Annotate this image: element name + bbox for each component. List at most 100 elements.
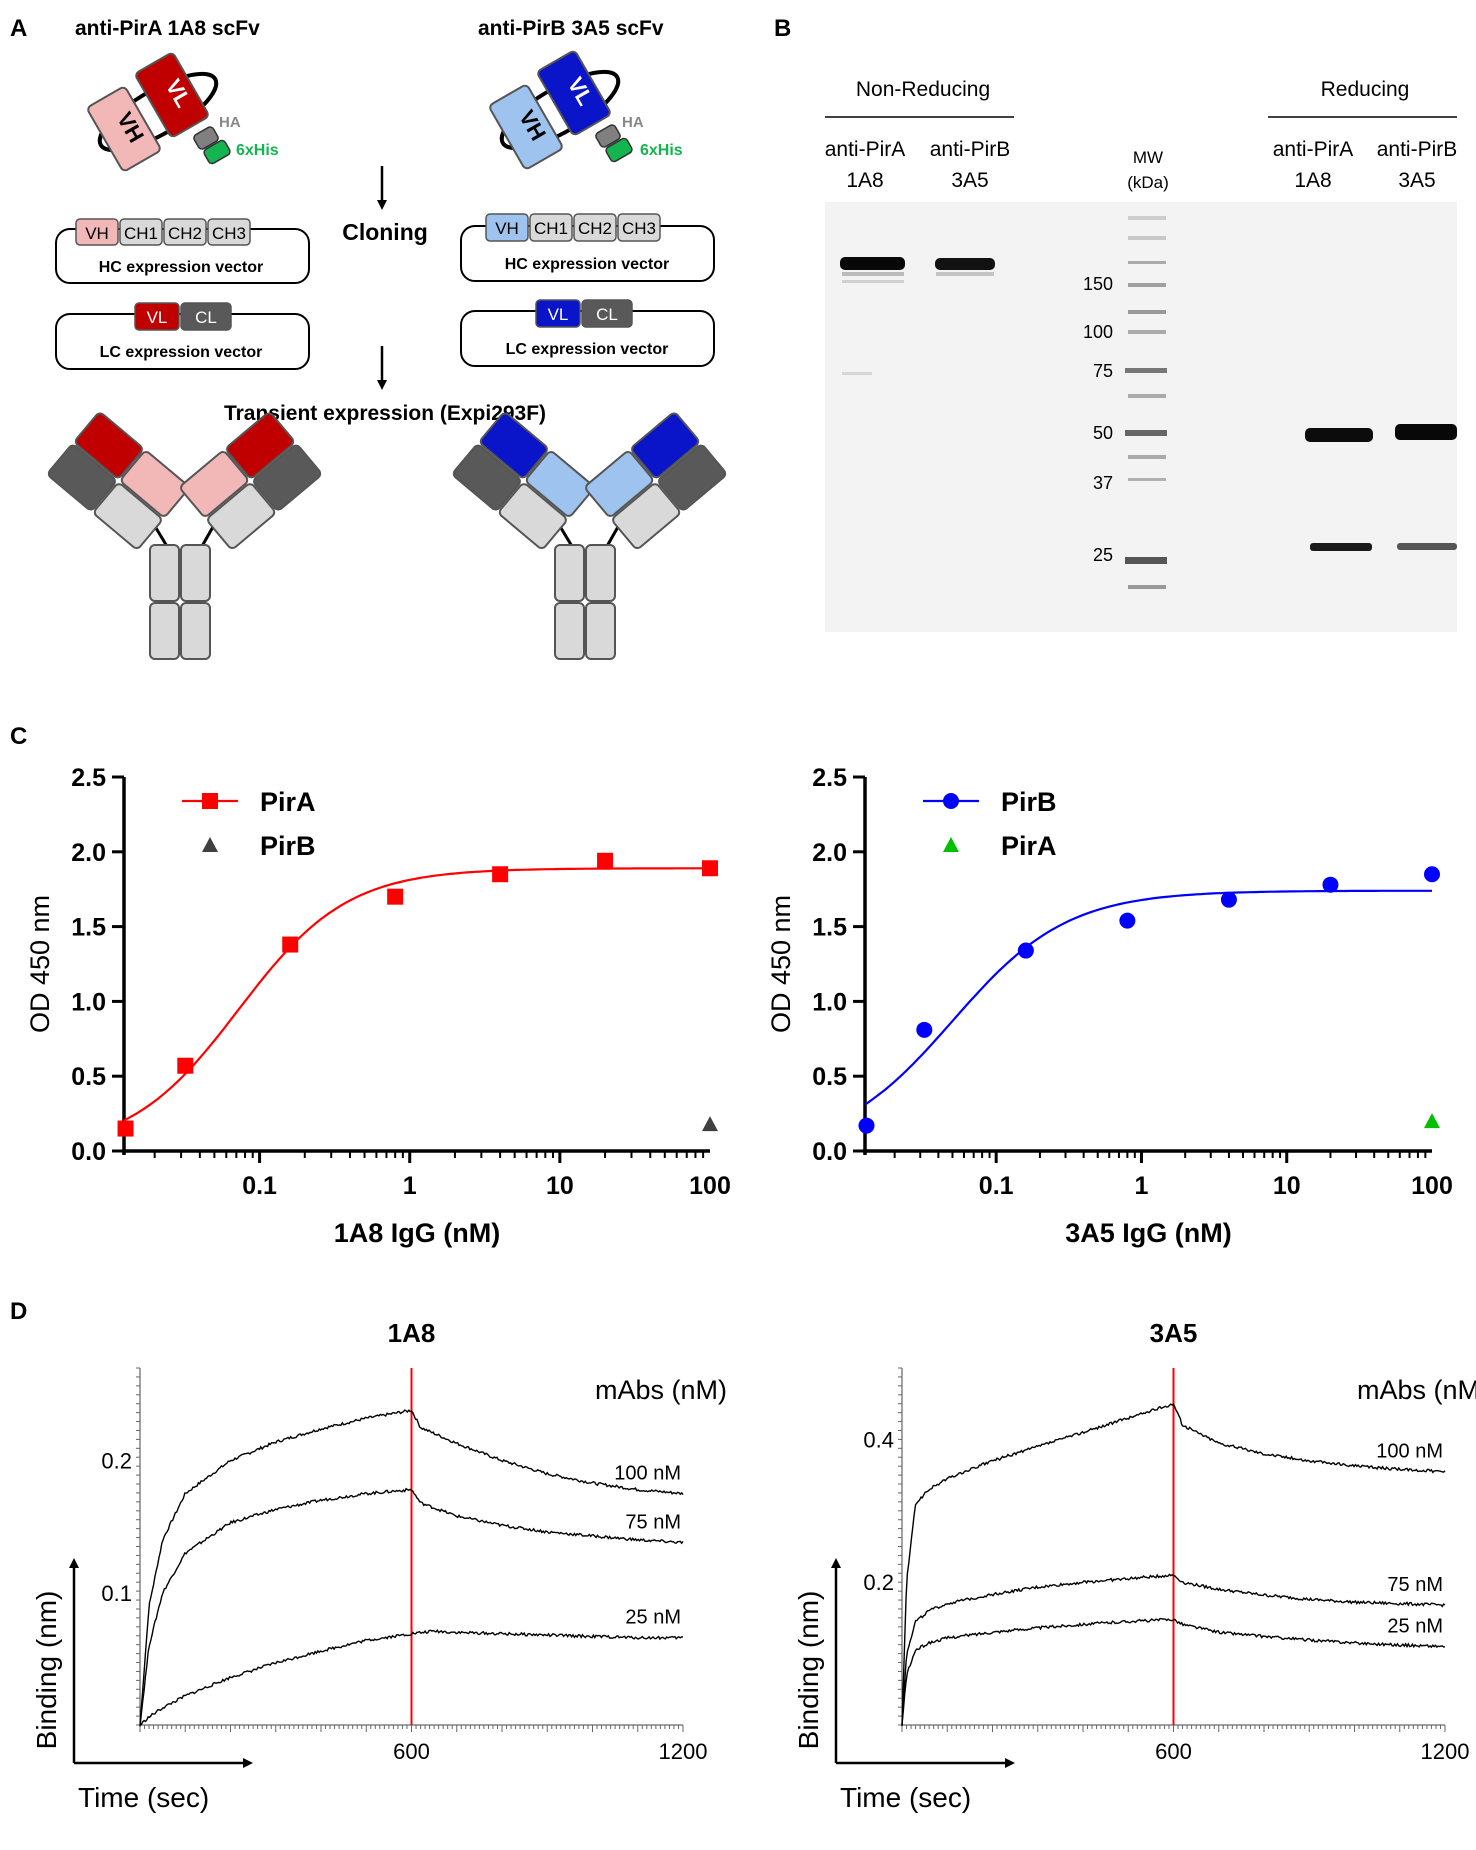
scfv-diagram-pira: VH VL HA 6xHis [87,52,279,172]
lane-label: 1A8 [846,169,883,192]
x-tick-label: 1200 [659,1739,708,1764]
y-axis-label: Binding (nm) [793,1591,824,1750]
y-tick-label: 1.5 [812,914,847,942]
y-tick-label: 2.5 [71,764,106,792]
fit-curve [864,889,1432,1106]
legend-marker [943,837,959,852]
legend-marker [202,793,218,809]
y-tick-label: 0.0 [812,1138,847,1166]
lane-label: 1A8 [1294,169,1331,192]
lc-vector-label: LC expression vector [100,344,263,361]
mw-marker: 50 [1093,423,1113,443]
data-point [1017,942,1034,959]
hc-vector-label: HC expression vector [505,256,670,273]
hc-domain: CH1 [124,224,158,243]
legend-title: mAbs (nM) [1357,1375,1476,1405]
fit-curve [123,867,710,1122]
x-tick-label: 100 [689,1172,731,1200]
panel-letter-b: B [774,15,791,42]
y-tick-label: 0.2 [101,1449,132,1474]
panel-letter-c: C [10,723,27,750]
y-tick-label: 2.0 [812,839,847,867]
hc-domain: CH3 [212,224,246,243]
y-axis-label: OD 450 nm [25,895,55,1033]
x-axis-label: Time (sec) [78,1782,209,1813]
series-label: 25 nM [1387,1615,1443,1637]
data-point [117,1120,134,1137]
y-tick-label: 2.0 [71,839,106,867]
hc-domain: CH2 [168,224,202,243]
y-tick-label: 1.0 [812,988,847,1016]
y-tick-label: 0.2 [863,1570,894,1595]
x-tick-label: 600 [1155,1739,1192,1764]
series-label: 100 nM [1376,1441,1443,1463]
data-point [1424,1113,1440,1129]
y-tick-label: 1.0 [71,988,106,1016]
x-axis-label: Time (sec) [840,1782,971,1813]
y-tick-label: 0.5 [71,1063,106,1091]
series-label: 75 nM [1387,1574,1443,1596]
scfv-title-pira: anti-PirA 1A8 scFv [75,17,260,40]
data-point [916,1021,933,1038]
x-axis-label: 3A5 IgG (nM) [1065,1218,1232,1248]
y-axis-label: OD 450 nm [766,895,796,1033]
data-point [177,1057,194,1074]
y-axis-label: Binding (nm) [31,1591,62,1750]
panel-letter-d: D [10,1298,27,1325]
mw-marker: 100 [1083,322,1113,342]
y-tick-label: 1.5 [71,914,106,942]
binding-curve [139,1487,684,1727]
kda-label: (kDa) [1127,173,1169,192]
chart-title: 1A8 [388,1318,436,1348]
mw-marker: 75 [1093,361,1113,381]
data-point [702,860,718,877]
x-tick-label: 600 [393,1739,430,1764]
dose-response-chart: 0.0 0.5 1.0 1.5 2.0 2.5 0.1 1 10 100 3A5 IgG (nM) O… [766,764,1453,1248]
his-tag-label: 6xHis [236,142,279,159]
data-point [1119,912,1136,929]
x-tick-label: 10 [546,1172,574,1200]
lane-label: anti-PirB [1377,138,1458,161]
x-tick-label: 0.1 [979,1172,1014,1200]
y-tick-label: 0.5 [812,1063,847,1091]
y-tick-label: 0.0 [71,1138,106,1166]
panel-b: Non-Reducing Reducing anti-PirA 1A8 anti… [825,78,1458,632]
dose-response-chart: 0.0 0.5 1.0 1.5 2.0 2.5 0.1 1 10 100 1A8 IgG (nM) O… [25,764,731,1248]
series-label: 75 nM [625,1512,681,1534]
legend-marker [202,837,218,852]
binding-kinetics-chart: 1A8 0.1 0.2 600 1200 Time (sec) Binding (nm) mA… [31,1318,727,1813]
hc-domain: CH3 [622,219,656,238]
mw-ladder [1125,216,1167,589]
panel-a: anti-PirA 1A8 scFv anti-PirB 3A5 scFv VH… [47,17,727,660]
chart-title: 3A5 [1150,1318,1198,1348]
binding-curve [901,1573,1446,1727]
mw-label: MW [1133,148,1163,167]
y-tick-label: 0.1 [101,1581,132,1606]
data-point [492,866,509,883]
legend-label: PirA [1001,831,1057,861]
y-tick-label: 0.4 [863,1427,894,1452]
ha-tag-label: HA [622,114,644,131]
series-label: 100 nM [614,1463,681,1485]
data-point [1220,891,1237,908]
binding-curve [901,1617,1446,1725]
lc-domain: VL [147,308,168,327]
reducing-label: Reducing [1321,78,1410,101]
binding-curve [139,1409,684,1726]
x-tick-label: 100 [1411,1172,1453,1200]
x-tick-label: 1200 [1421,1739,1470,1764]
panel-letter-a: A [10,15,27,42]
data-point [387,888,404,905]
x-tick-label: 0.1 [242,1172,277,1200]
charts-layer: 0.0 0.5 1.0 1.5 2.0 2.5 0.1 1 10 100 1A8 IgG (nM) O… [25,764,1476,1813]
hc-domain: CH1 [534,219,568,238]
binding-kinetics-chart: 3A5 0.2 0.4 600 1200 Time (sec) Binding (nm) mA… [793,1318,1476,1813]
lane-label: anti-PirA [1273,138,1354,161]
legend-title: mAbs (nM) [595,1375,727,1405]
gel-image [825,202,1457,632]
igg-diagram-pirb [452,412,727,660]
hc-domain: VH [495,219,519,238]
scfv-title-pirb: anti-PirB 3A5 scFv [478,17,664,40]
data-point [597,852,614,869]
